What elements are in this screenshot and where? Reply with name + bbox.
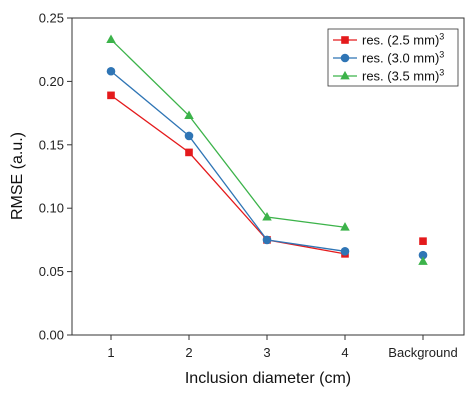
series-layer <box>106 34 428 265</box>
data-point <box>106 34 116 43</box>
x-axis-title: Inclusion diameter (cm) <box>185 370 351 387</box>
legend-label: res. (3.0 mm)3 <box>362 50 444 66</box>
x-tick-label: 1 <box>107 345 114 360</box>
y-tick-label: 0.05 <box>39 264 64 279</box>
x-axis: 1 2 3 4 Background <box>107 335 458 360</box>
data-point <box>184 110 194 120</box>
series-line <box>110 94 346 255</box>
y-tick-label: 0.25 <box>39 11 64 26</box>
legend-marker <box>340 53 350 63</box>
legend-marker <box>341 36 349 44</box>
x-tick-label: 3 <box>263 345 270 360</box>
plot-frame <box>71 17 465 336</box>
x-tick-label: 2 <box>185 345 192 360</box>
legend-item: res. (3.0 mm)3 <box>333 50 444 66</box>
series-square <box>107 91 427 258</box>
data-point <box>106 66 116 76</box>
data-point <box>262 235 272 245</box>
data-point <box>340 247 350 256</box>
legend-marker <box>340 70 350 80</box>
data-point <box>419 237 427 245</box>
x-tick-label: 4 <box>341 345 348 360</box>
series-line <box>110 70 346 252</box>
x-tick-label: Background <box>388 345 457 360</box>
legend-label: res. (2.5 mm)3 <box>362 32 444 48</box>
y-axis-title: RMSE (a.u.) <box>9 132 26 220</box>
data-point <box>418 256 428 265</box>
series-circle <box>106 66 428 260</box>
series-triangle <box>106 34 428 265</box>
legend-item: res. (3.5 mm)3 <box>333 68 444 84</box>
data-point <box>262 211 272 221</box>
legend-item: res. (2.5 mm)3 <box>333 32 444 48</box>
data-point <box>184 131 194 141</box>
data-point <box>185 148 193 157</box>
y-tick-label: 0.10 <box>39 201 64 216</box>
y-tick-label: 0.00 <box>39 328 64 343</box>
legend-label: res. (3.5 mm)3 <box>362 68 444 84</box>
data-point <box>418 250 428 260</box>
data-point <box>340 222 350 231</box>
data-point <box>107 91 115 100</box>
y-axis: 0.00 0.05 0.10 0.15 0.20 0.25 <box>39 11 72 343</box>
series-line <box>110 39 346 228</box>
y-tick-label: 0.15 <box>39 137 64 152</box>
legend: res. (2.5 mm)3 res. (3.0 mm)3 res. (3.5 mm… <box>327 28 459 87</box>
y-tick-label: 0.20 <box>39 74 64 89</box>
